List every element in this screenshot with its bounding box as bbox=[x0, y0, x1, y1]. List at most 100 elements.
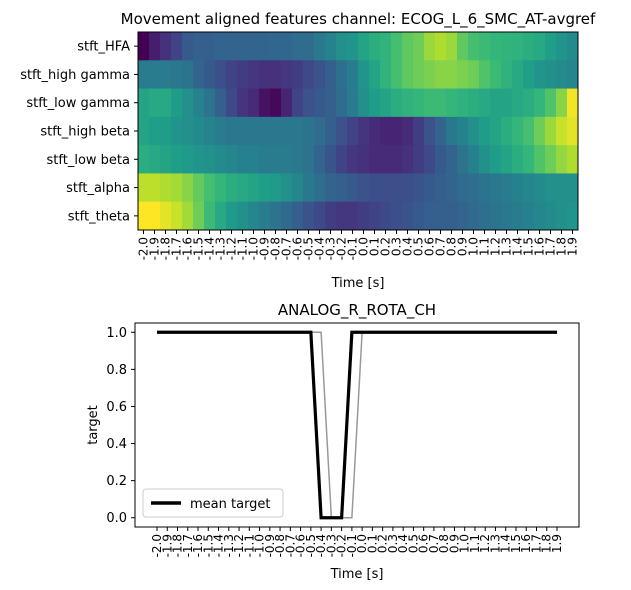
heatmap-cell bbox=[171, 116, 183, 146]
heatmap-cell bbox=[347, 116, 359, 146]
heatmap-cell bbox=[446, 116, 458, 146]
heatmap-cell bbox=[424, 145, 436, 174]
heatmap-cell bbox=[369, 173, 381, 203]
heatmap-cell bbox=[512, 88, 524, 118]
x-tick-label: -1.2 bbox=[232, 534, 246, 557]
heatmap-cell bbox=[435, 145, 447, 174]
x-tick-label: 0.8 bbox=[437, 534, 451, 553]
x-tick-label: -1.8 bbox=[159, 237, 173, 260]
heatmap-cell bbox=[468, 173, 480, 203]
heatmap-cell bbox=[237, 60, 249, 89]
x-tick-label: 1.0 bbox=[467, 237, 481, 256]
heatmap-cell bbox=[369, 60, 381, 89]
heatmap-cell bbox=[347, 60, 359, 89]
x-tick-label: 1.8 bbox=[555, 237, 569, 256]
x-tick-label: -2.0 bbox=[137, 237, 151, 260]
heatmap-cell bbox=[468, 32, 480, 61]
heatmap-cell bbox=[556, 201, 568, 231]
heatmap-cell bbox=[545, 201, 557, 231]
x-tick-label: -0.7 bbox=[280, 237, 294, 260]
heatmap-cell bbox=[336, 145, 348, 174]
heatmap-cell bbox=[138, 145, 150, 174]
x-tick-label: -0.9 bbox=[263, 534, 277, 557]
heatmap-cell bbox=[523, 201, 535, 231]
heatmap-cell bbox=[380, 88, 392, 118]
x-tick-label: 0.7 bbox=[434, 237, 448, 256]
heatmap-cell bbox=[138, 173, 150, 203]
heatmap-cell bbox=[336, 173, 348, 203]
heatmap-cell bbox=[259, 116, 271, 146]
heatmap-cell bbox=[281, 116, 293, 146]
heatmap-cell bbox=[490, 32, 502, 61]
heatmap-cell bbox=[171, 60, 183, 89]
heatmap-cell bbox=[380, 60, 392, 89]
y-tick-label: stft_high beta bbox=[40, 125, 130, 140]
heatmap-cell bbox=[424, 201, 436, 231]
heatmap-cell bbox=[391, 116, 403, 146]
heatmap-cell bbox=[501, 145, 513, 174]
y-tick-label: stft_HFA bbox=[77, 40, 130, 55]
x-tick-label: 1.6 bbox=[533, 237, 547, 256]
heatmap-cell bbox=[512, 60, 524, 89]
x-tick-label: 0.0 bbox=[357, 237, 371, 256]
x-tick-label: 0.8 bbox=[445, 237, 459, 256]
x-tick-label: 1.2 bbox=[489, 237, 503, 256]
heatmap-cell bbox=[545, 116, 557, 146]
heatmap-panel: Movement aligned features channel: ECOG_… bbox=[20, 10, 596, 291]
heatmap-cell bbox=[413, 32, 425, 61]
heatmap-cell bbox=[358, 145, 370, 174]
heatmap-cell bbox=[457, 201, 469, 231]
heatmap-cell bbox=[325, 32, 337, 61]
heatmap-cell bbox=[479, 201, 491, 231]
heatmap-cell bbox=[138, 201, 150, 231]
x-tick-label: 0.6 bbox=[417, 534, 431, 553]
heatmap-cell bbox=[479, 145, 491, 174]
x-tick-label: -1.1 bbox=[242, 534, 256, 557]
heatmap-cell bbox=[204, 116, 216, 146]
x-tick-label: -0.9 bbox=[258, 237, 272, 260]
heatmap-cell bbox=[468, 60, 480, 89]
x-tick-label: -0.1 bbox=[346, 237, 360, 260]
heatmap-cell bbox=[545, 173, 557, 203]
x-tick-label: -1.3 bbox=[222, 534, 236, 557]
heatmap-cell bbox=[490, 145, 502, 174]
heatmap-cell bbox=[182, 145, 194, 174]
heatmap-cell bbox=[281, 88, 293, 118]
heatmap-cell bbox=[314, 60, 326, 89]
x-tick-label: 0.4 bbox=[401, 237, 415, 256]
heatmap-cell bbox=[237, 145, 249, 174]
heatmap-cell bbox=[380, 116, 392, 146]
x-tick-label: -0.6 bbox=[291, 237, 305, 260]
heatmap-cell bbox=[336, 60, 348, 89]
line-y-axis: 0.0 0.2 0.4 0.6 0.8 1.0 bbox=[106, 326, 135, 526]
heatmap-cell bbox=[215, 116, 227, 146]
x-tick-label: 1.7 bbox=[529, 534, 543, 553]
x-tick-label: 0.3 bbox=[390, 237, 404, 256]
heatmap-cell bbox=[556, 60, 568, 89]
heatmap-cell bbox=[347, 173, 359, 203]
heatmap-cell bbox=[424, 60, 436, 89]
x-tick-label: 0.4 bbox=[396, 534, 410, 553]
x-tick-label: 1.2 bbox=[478, 534, 492, 553]
heatmap-cell bbox=[270, 60, 282, 89]
heatmap-cell bbox=[556, 116, 568, 146]
heatmap-cell bbox=[391, 145, 403, 174]
heatmap-cell bbox=[402, 116, 414, 146]
heatmap-cell bbox=[237, 32, 249, 61]
heatmap-cell bbox=[358, 116, 370, 146]
heatmap-cell bbox=[314, 32, 326, 61]
heatmap-cell bbox=[259, 88, 271, 118]
heatmap-cell bbox=[303, 173, 315, 203]
heatmap-cell bbox=[391, 173, 403, 203]
x-tick-label: -1.3 bbox=[214, 237, 228, 260]
heatmap-cell bbox=[292, 88, 304, 118]
x-tick-label: 0.2 bbox=[376, 534, 390, 553]
heatmap-cell bbox=[248, 88, 260, 118]
heatmap-cell bbox=[567, 145, 579, 174]
heatmap-cell bbox=[468, 116, 480, 146]
y-tick-label: 0.2 bbox=[106, 474, 127, 489]
heatmap-cell bbox=[314, 173, 326, 203]
heatmap-cell bbox=[556, 145, 568, 174]
heatmap-cell bbox=[567, 116, 579, 146]
heatmap-cell bbox=[358, 60, 370, 89]
